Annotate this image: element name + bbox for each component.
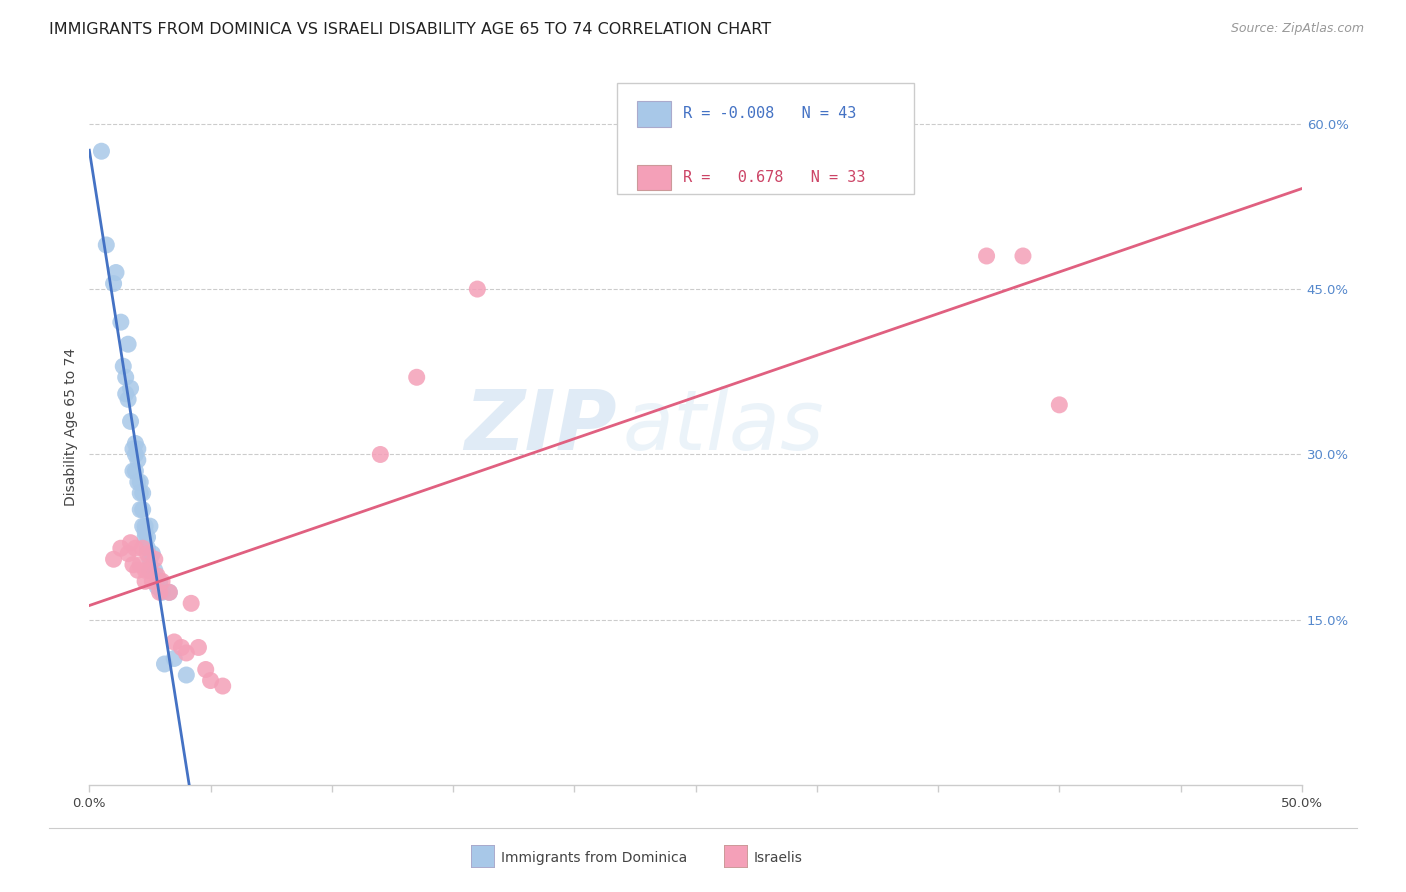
Point [129,475,152,489]
Text: R = -0.008   N = 43: R = -0.008 N = 43 [683,106,856,121]
Text: Immigrants from Dominica: Immigrants from Dominica [501,851,686,865]
Point [136,530,159,544]
Point [129,486,152,500]
Text: Israelis: Israelis [754,851,803,865]
Point [176,646,198,660]
Point [127,453,149,467]
Text: atlas: atlas [623,386,824,467]
Point [120,381,142,395]
Point [134,574,156,589]
Point [211,679,233,693]
Point [122,464,145,478]
Point [114,370,136,384]
Point [122,442,145,456]
Point [143,563,166,577]
Point [136,547,159,561]
Point [176,668,198,682]
Point [134,563,156,577]
Point [141,547,163,561]
Point [141,574,163,589]
Point [131,541,153,556]
Point [370,448,392,462]
Point [170,640,193,655]
Point [194,663,217,677]
Point [139,519,162,533]
Point [465,282,488,296]
Point [110,541,132,556]
Point [96,238,118,252]
Point [117,392,139,407]
Point [117,337,139,351]
FancyBboxPatch shape [617,83,914,194]
Text: Source: ZipAtlas.com: Source: ZipAtlas.com [1230,22,1364,36]
Point [134,530,156,544]
Point [139,552,162,566]
FancyBboxPatch shape [637,165,671,190]
Point [131,502,153,516]
Point [150,574,173,589]
Point [153,657,176,671]
Point [124,541,146,556]
Point [149,574,172,589]
Point [131,519,153,533]
Point [1012,249,1035,263]
Point [187,640,209,655]
Point [143,552,166,566]
Point [139,563,162,577]
Point [131,486,153,500]
Point [150,585,173,599]
Point [124,448,146,462]
Point [136,541,159,556]
Point [114,387,136,401]
Point [134,519,156,533]
Point [129,502,152,516]
Text: ZIP: ZIP [464,386,617,467]
Point [163,651,186,665]
Point [180,596,202,610]
Point [976,249,998,263]
Point [120,414,142,428]
Point [117,547,139,561]
Point [157,585,180,599]
Point [127,475,149,489]
Point [134,524,156,539]
Point [110,315,132,329]
Point [405,370,427,384]
Point [1047,398,1070,412]
Point [90,145,112,159]
Point [146,580,169,594]
FancyBboxPatch shape [637,101,671,127]
Point [120,535,142,549]
Point [112,359,135,374]
Point [163,635,186,649]
Text: R =   0.678   N = 33: R = 0.678 N = 33 [683,170,866,185]
Text: IMMIGRANTS FROM DOMINICA VS ISRAELI DISABILITY AGE 65 TO 74 CORRELATION CHART: IMMIGRANTS FROM DOMINICA VS ISRAELI DISA… [49,22,772,37]
Point [200,673,222,688]
Y-axis label: Disability Age 65 to 74: Disability Age 65 to 74 [65,348,79,506]
Point [129,558,152,572]
Point [146,568,169,582]
Point [127,563,149,577]
Point [157,585,180,599]
Point [122,558,145,572]
Point [149,585,172,599]
Point [127,442,149,456]
Point [103,277,125,291]
Point [139,563,162,577]
Point [124,436,146,450]
Point [103,552,125,566]
Point [105,266,128,280]
Point [124,464,146,478]
